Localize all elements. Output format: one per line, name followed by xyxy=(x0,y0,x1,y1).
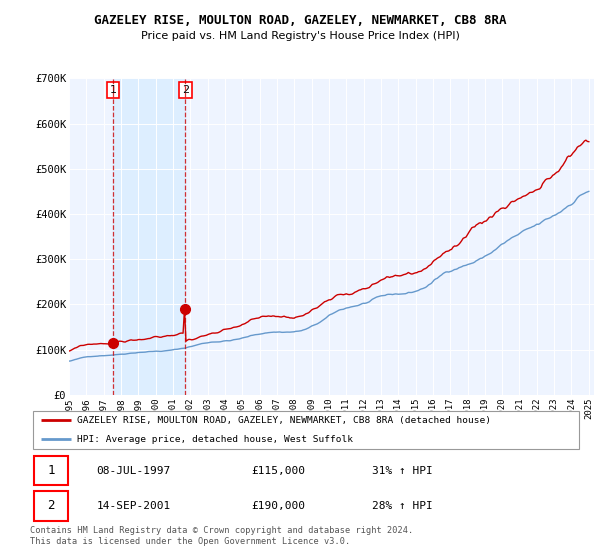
Text: Price paid vs. HM Land Registry's House Price Index (HPI): Price paid vs. HM Land Registry's House … xyxy=(140,31,460,41)
FancyBboxPatch shape xyxy=(34,456,68,486)
Text: HPI: Average price, detached house, West Suffolk: HPI: Average price, detached house, West… xyxy=(77,435,353,444)
Text: £190,000: £190,000 xyxy=(251,501,305,511)
Text: 31% ↑ HPI: 31% ↑ HPI xyxy=(372,466,433,475)
Text: 1: 1 xyxy=(47,464,55,477)
Bar xyxy=(113,78,185,395)
Text: 14-SEP-2001: 14-SEP-2001 xyxy=(96,501,170,511)
FancyBboxPatch shape xyxy=(34,491,68,521)
Text: Contains HM Land Registry data © Crown copyright and database right 2024.
This d: Contains HM Land Registry data © Crown c… xyxy=(30,526,413,546)
Text: 28% ↑ HPI: 28% ↑ HPI xyxy=(372,501,433,511)
Text: £115,000: £115,000 xyxy=(251,466,305,475)
Text: 2: 2 xyxy=(182,85,189,95)
Text: 08-JUL-1997: 08-JUL-1997 xyxy=(96,466,170,475)
Text: GAZELEY RISE, MOULTON ROAD, GAZELEY, NEWMARKET, CB8 8RA (detached house): GAZELEY RISE, MOULTON ROAD, GAZELEY, NEW… xyxy=(77,416,491,424)
Text: 2: 2 xyxy=(47,500,55,512)
FancyBboxPatch shape xyxy=(33,411,579,449)
Text: 1: 1 xyxy=(110,85,116,95)
Text: GAZELEY RISE, MOULTON ROAD, GAZELEY, NEWMARKET, CB8 8RA: GAZELEY RISE, MOULTON ROAD, GAZELEY, NEW… xyxy=(94,14,506,27)
